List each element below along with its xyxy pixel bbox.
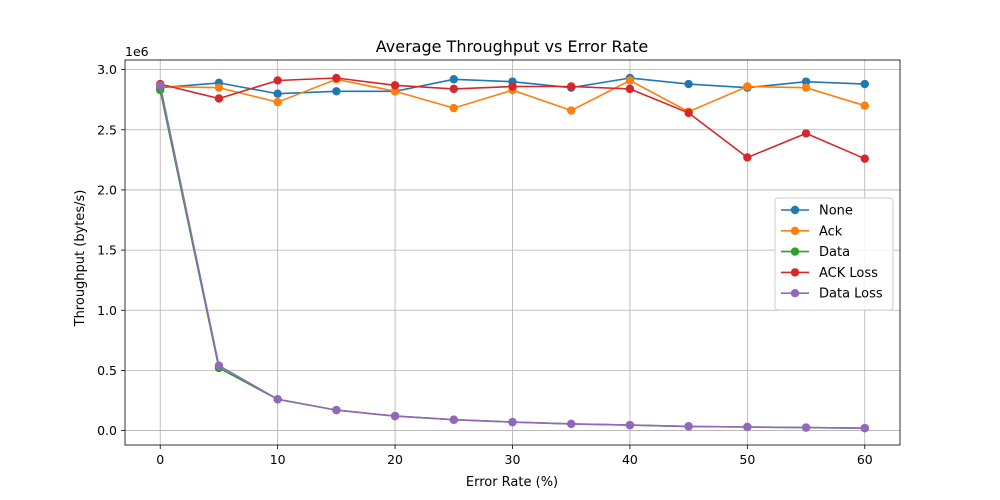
x-tick-label: 50: [739, 452, 755, 467]
legend-label: Ack: [819, 224, 843, 239]
grid: [125, 60, 900, 445]
legend-item-ack-loss: ACK Loss: [781, 266, 878, 281]
y-tick-label: 2.5: [97, 122, 117, 137]
legend-label: Data: [819, 245, 850, 260]
y-axis-multiplier: 1e6: [125, 44, 149, 59]
series-layer: [156, 73, 869, 433]
data-point-ack-loss: [449, 84, 458, 94]
x-tick-label: 40: [622, 452, 638, 467]
legend-swatch-marker: [790, 289, 800, 298]
series-data-loss: [156, 81, 869, 433]
data-point-data-loss: [508, 417, 517, 427]
axis-ticks: 0 10 20 30 40 50 60 0.0 0.5 1.0 1.5 2.0 2.5 3.0: [97, 62, 873, 467]
x-axis-label: Error Rate (%): [466, 475, 558, 490]
y-tick-label: 0.5: [97, 363, 117, 378]
legend-item-data: Data: [781, 245, 850, 260]
x-tick-label: 30: [505, 452, 521, 467]
legend-item-none: None: [781, 204, 853, 219]
data-point-none: [332, 87, 341, 96]
legend-swatch-marker: [790, 247, 800, 256]
data-point-ack-loss: [273, 76, 282, 85]
legend: None Ack Data ACK Loss Data Loss: [774, 197, 894, 311]
data-point-none: [684, 79, 693, 89]
x-tick-label: 20: [387, 452, 403, 467]
data-point-data-loss: [801, 423, 811, 432]
y-tick-label: 0.0: [97, 423, 117, 438]
y-tick-label: 2.0: [97, 182, 117, 197]
data-point-data-loss: [273, 395, 282, 404]
data-point-ack-loss: [801, 129, 811, 138]
x-tick-label: 60: [857, 452, 873, 467]
data-point-ack-loss: [743, 153, 752, 162]
data-point-ack-loss: [625, 84, 635, 94]
data-point-data-loss: [743, 422, 752, 432]
data-point-ack: [214, 83, 224, 92]
data-point-data-loss: [332, 405, 341, 415]
data-point-ack: [743, 82, 752, 91]
data-point-data-loss: [860, 423, 869, 433]
data-point-ack-loss: [684, 108, 693, 118]
legend-swatch-marker: [790, 268, 800, 277]
data-point-none: [449, 75, 458, 84]
data-point-data-loss: [449, 415, 458, 424]
legend-label: ACK Loss: [819, 266, 878, 281]
x-tick-label: 10: [270, 452, 286, 467]
legend-label: None: [819, 204, 853, 219]
data-point-data-loss: [625, 420, 635, 430]
legend-item-data-loss: Data Loss: [781, 287, 883, 302]
x-tick-label: 0: [156, 452, 164, 467]
data-point-ack-loss: [214, 94, 224, 103]
legend-label: Data Loss: [819, 287, 883, 302]
data-point-ack: [801, 83, 811, 92]
data-point-data-loss: [214, 361, 224, 370]
data-point-ack: [390, 87, 400, 96]
y-axis-label: Throughput (bytes/s): [73, 190, 88, 328]
data-point-ack-loss: [860, 154, 869, 163]
data-point-ack: [625, 76, 635, 85]
legend-item-ack: Ack: [781, 224, 843, 239]
y-tick-label: 1.0: [97, 303, 117, 318]
chart-title: Average Throughput vs Error Rate: [376, 37, 648, 56]
legend-box: [774, 197, 894, 311]
data-point-data-loss: [390, 411, 400, 421]
data-point-data-loss: [684, 422, 693, 431]
y-tick-label: 3.0: [97, 62, 117, 77]
data-point-ack-loss: [508, 82, 517, 91]
data-point-ack: [273, 97, 282, 107]
data-point-ack-loss: [332, 73, 341, 83]
data-point-ack: [567, 106, 576, 115]
data-point-none: [273, 89, 282, 98]
data-point-data-loss: [567, 419, 576, 429]
y-tick-label: 1.5: [97, 243, 117, 258]
data-point-none: [801, 77, 811, 86]
data-point-none: [860, 79, 869, 89]
data-point-ack-loss: [567, 82, 576, 91]
data-point-ack: [860, 101, 869, 110]
data-point-data-loss: [156, 81, 165, 90]
legend-swatch-marker: [790, 226, 800, 235]
legend-swatch-marker: [790, 205, 800, 215]
data-point-ack: [449, 103, 458, 113]
data-point-ack-loss: [390, 81, 400, 90]
